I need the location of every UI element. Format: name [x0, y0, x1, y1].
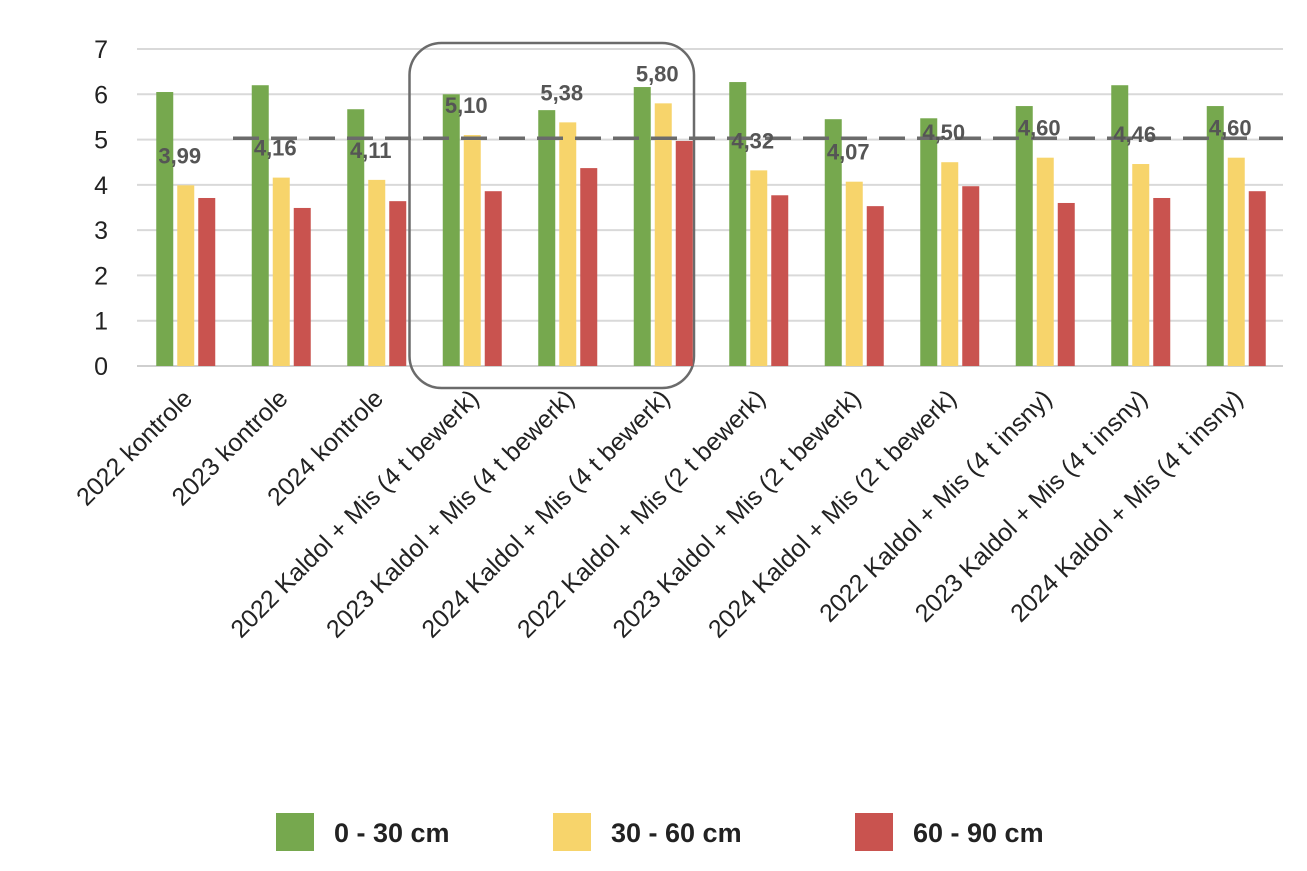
bar-30-60cm — [177, 185, 195, 366]
bar-30-60cm — [654, 103, 672, 366]
data-label: 5,38 — [540, 80, 583, 105]
bar-60-90cm — [866, 206, 884, 366]
bar-60-90cm — [771, 195, 789, 366]
bar-0-30cm — [633, 87, 651, 366]
bar-30-60cm — [845, 181, 863, 366]
bar-30-60cm — [559, 122, 577, 366]
legend-label: 0 - 30 cm — [334, 818, 450, 848]
legend-label: 30 - 60 cm — [611, 818, 742, 848]
bar-60-90cm — [1153, 197, 1171, 366]
bar-30-60cm — [750, 170, 768, 366]
legend-swatch — [855, 813, 893, 851]
bar-60-90cm — [198, 197, 216, 366]
bar-60-90cm — [484, 191, 502, 366]
bar-0-30cm — [729, 82, 747, 367]
bar-60-90cm — [1057, 202, 1075, 366]
data-label: 4,16 — [254, 136, 297, 161]
data-label: 4,32 — [731, 128, 774, 153]
y-tick-label: 4 — [94, 172, 108, 200]
bar-60-90cm — [389, 201, 407, 366]
bar-0-30cm — [538, 110, 556, 366]
y-tick-label: 5 — [94, 127, 108, 155]
bar-0-30cm — [442, 94, 460, 367]
y-tick-label: 3 — [94, 217, 108, 245]
bar-0-30cm — [156, 92, 174, 367]
data-label: 4,46 — [1113, 122, 1156, 147]
data-label: 5,10 — [445, 93, 488, 118]
bar-30-60cm — [1132, 164, 1150, 366]
data-label: 4,11 — [350, 138, 392, 163]
bar-0-30cm — [824, 119, 842, 366]
bar-30-60cm — [368, 179, 386, 366]
bar-30-60cm — [463, 135, 481, 366]
bar-60-90cm — [580, 168, 598, 366]
bar-0-30cm — [1206, 106, 1224, 366]
y-tick-label: 6 — [94, 81, 108, 109]
bar-60-90cm — [962, 186, 980, 366]
data-label: 4,50 — [922, 120, 965, 145]
bar-60-90cm — [675, 140, 693, 366]
data-label: 4,60 — [1209, 116, 1252, 141]
bar-0-30cm — [251, 85, 269, 366]
data-label: 3,99 — [158, 143, 201, 168]
y-tick-label: 2 — [94, 262, 108, 290]
bar-30-60cm — [941, 162, 959, 366]
bar-30-60cm — [1227, 157, 1245, 366]
data-label: 4,60 — [1018, 116, 1061, 141]
data-label: 4,07 — [827, 140, 870, 165]
y-tick-label: 7 — [94, 36, 108, 64]
legend-swatch — [276, 813, 314, 851]
highlight-box — [408, 41, 696, 390]
y-tick-label: 1 — [94, 308, 108, 336]
bar-0-30cm — [347, 109, 365, 366]
legend-swatch — [553, 813, 591, 851]
bar-0-30cm — [1015, 106, 1033, 366]
bar-30-60cm — [272, 177, 290, 366]
bar-60-90cm — [1248, 191, 1266, 366]
bar-0-30cm — [1111, 85, 1129, 366]
y-tick-label: 0 — [94, 353, 108, 381]
bar-0-30cm — [920, 118, 938, 366]
data-label: 5,80 — [636, 61, 679, 86]
bar-60-90cm — [293, 207, 311, 366]
bar-30-60cm — [1036, 157, 1054, 366]
legend-label: 60 - 90 cm — [913, 818, 1044, 848]
